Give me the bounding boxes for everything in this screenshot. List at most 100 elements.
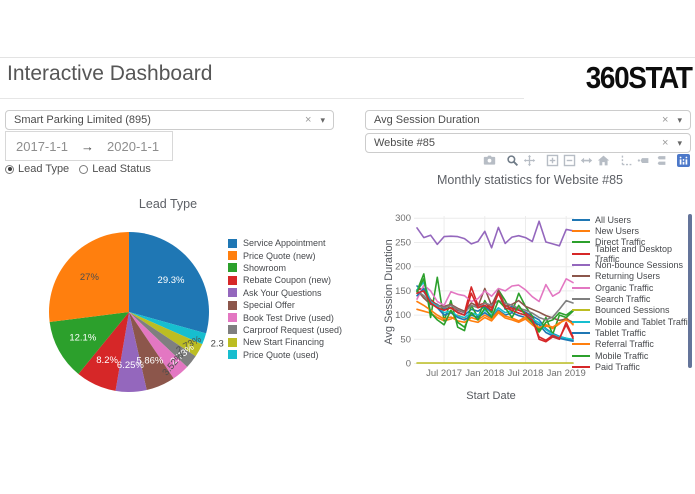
legend-swatch [572,332,590,335]
date-range-picker[interactable]: 2017-1-1 → 2020-1-1 [5,131,173,161]
company-select-value: Smart Parking Limited (895) [14,114,151,126]
clear-icon[interactable]: × [662,137,669,149]
radio-lead-type[interactable]: Lead Type [5,163,69,175]
legend-swatch [572,275,590,278]
line-legend-item[interactable]: Search Traffic [572,293,695,304]
y-tick-label: 100 [395,310,411,321]
pie-slice[interactable] [129,312,203,357]
series-line[interactable] [416,278,574,333]
legend-scrollbar[interactable] [688,214,692,368]
line-legend-item[interactable]: New Users [572,225,695,236]
series-line[interactable] [416,290,574,342]
website-select-value: Website #85 [374,137,435,149]
website-select[interactable]: Website #85 × ▾ [365,133,691,153]
pie-legend-item[interactable]: Price Quote (new) [228,249,342,261]
snapshot-icon[interactable] [482,153,497,168]
zoom-out-icon[interactable] [562,153,577,168]
start-date-field[interactable]: 2017-1-1 [16,138,69,154]
pie-legend-item[interactable]: Special Offer [228,299,342,311]
legend-swatch [228,275,237,285]
clear-icon[interactable]: × [305,114,312,126]
end-date-field[interactable]: 2020-1-1 [107,138,160,154]
series-line[interactable] [416,220,574,249]
series-line[interactable] [416,287,574,324]
legend-swatch [228,350,237,360]
line-legend-item[interactable]: All Users [572,214,695,225]
line-chart[interactable]: 0 50 100 150 200 250 300 Jul 2017 Jan 2018 Jul 20… [378,206,590,408]
chevron-down-icon[interactable]: ▾ [677,114,682,125]
series-line[interactable] [416,281,574,341]
legend-label: Non-bounce Sessions [595,260,684,271]
zoom-in-icon[interactable] [545,153,560,168]
pie-legend-item[interactable]: Carproof Request (used) [228,324,342,336]
line-legend-item[interactable]: Paid Traffic [572,361,695,372]
radio-dot[interactable] [5,164,14,174]
pie-legend: Service Appointment Price Quote (new) Show… [228,237,342,361]
pie-legend-item[interactable]: New Start Financing [228,336,342,348]
line-legend-item[interactable]: Tablet and Desktop Traffic [572,244,695,264]
zoom-icon[interactable] [505,153,520,168]
series-line[interactable] [416,300,574,329]
legend-label: Organic Traffic [595,282,654,293]
pie-slice-label: 12.1% [69,333,96,344]
plotly-logo-icon[interactable] [676,153,691,168]
pie-legend-item[interactable]: Showroom [228,262,342,274]
pie-slice[interactable] [115,312,147,393]
pie-legend-item[interactable]: Book Test Drive (used) [228,311,342,323]
pie-legend-item[interactable]: Rebate Coupon (new) [228,274,342,286]
pie-slice[interactable] [48,232,129,323]
line-legend-item[interactable]: Non-bounce Sessions [572,259,695,270]
chevron-down-icon[interactable]: ▾ [320,114,325,125]
autoscale-icon[interactable] [579,153,594,168]
y-tick-label: 300 [395,213,411,224]
legend-swatch [572,298,590,301]
line-legend-item[interactable]: Bounced Sessions [572,305,695,316]
metric-select[interactable]: Avg Session Duration × ▾ [365,110,691,130]
pie-slice[interactable] [78,312,129,391]
series-line[interactable] [416,278,574,307]
radio-dot[interactable] [79,164,89,174]
line-legend-item[interactable]: Tablet Traffic [572,327,695,338]
pie-legend-item[interactable]: Price Quote (used) [228,349,342,361]
line-legend-item[interactable]: Referral Traffic [572,339,695,350]
legend-label: New Users [595,226,640,237]
pie-legend-item[interactable]: Service Appointment [228,237,342,249]
pie-slice[interactable] [129,312,188,379]
line-legend-item[interactable]: Mobile and Tablet Traffic [572,316,695,327]
pie-chart[interactable]: 29.3%2.32.73%2.73%3.52%5.86%6.25%8.2%12.… [0,190,340,400]
line-legend: All Users New Users Direct Traffic Tablet a… [572,214,695,373]
clear-icon[interactable]: × [662,114,669,126]
legend-swatch [572,264,590,267]
line-legend-item[interactable]: Returning Users [572,271,695,282]
hover-closest-icon[interactable] [636,153,651,168]
logo-360stat: 360STAT [586,60,693,95]
legend-label: Referral Traffic [595,339,654,350]
toggle-spikelines-icon[interactable] [619,153,634,168]
chevron-down-icon[interactable]: ▾ [677,137,682,148]
legend-swatch [228,300,237,310]
series-line[interactable] [416,308,574,331]
line-legend-item[interactable]: Organic Traffic [572,282,695,293]
series-line[interactable] [416,287,574,342]
legend-label: Mobile and Tablet Traffic [595,316,693,327]
pie-slice[interactable] [129,312,196,367]
lead-radio-group: Lead Type Lead Status [5,163,151,175]
company-select[interactable]: Smart Parking Limited (895) × ▾ [5,110,334,130]
hover-compare-icon[interactable] [653,153,668,168]
pie-legend-item[interactable]: Ask Your Questions [228,287,342,299]
legend-swatch [572,343,590,346]
x-tick-label: Jan 2018 [465,368,504,379]
line-legend-item[interactable]: Direct Traffic [572,237,695,248]
line-legend-item[interactable]: Mobile Traffic [572,350,695,361]
radio-lead-status[interactable]: Lead Status [79,163,151,175]
reset-axes-icon[interactable] [596,153,611,168]
pie-slice[interactable] [129,312,174,391]
pie-slice[interactable] [49,312,129,374]
radio-label: Lead Status [92,163,151,175]
y-tick-label: 200 [395,262,411,273]
pie-slice[interactable] [129,312,207,345]
line-chart-title: Monthly statistics for Website #85 [437,173,623,187]
pie-slice[interactable] [129,232,209,334]
page-title: Interactive Dashboard [7,62,213,85]
pan-icon[interactable] [522,153,537,168]
